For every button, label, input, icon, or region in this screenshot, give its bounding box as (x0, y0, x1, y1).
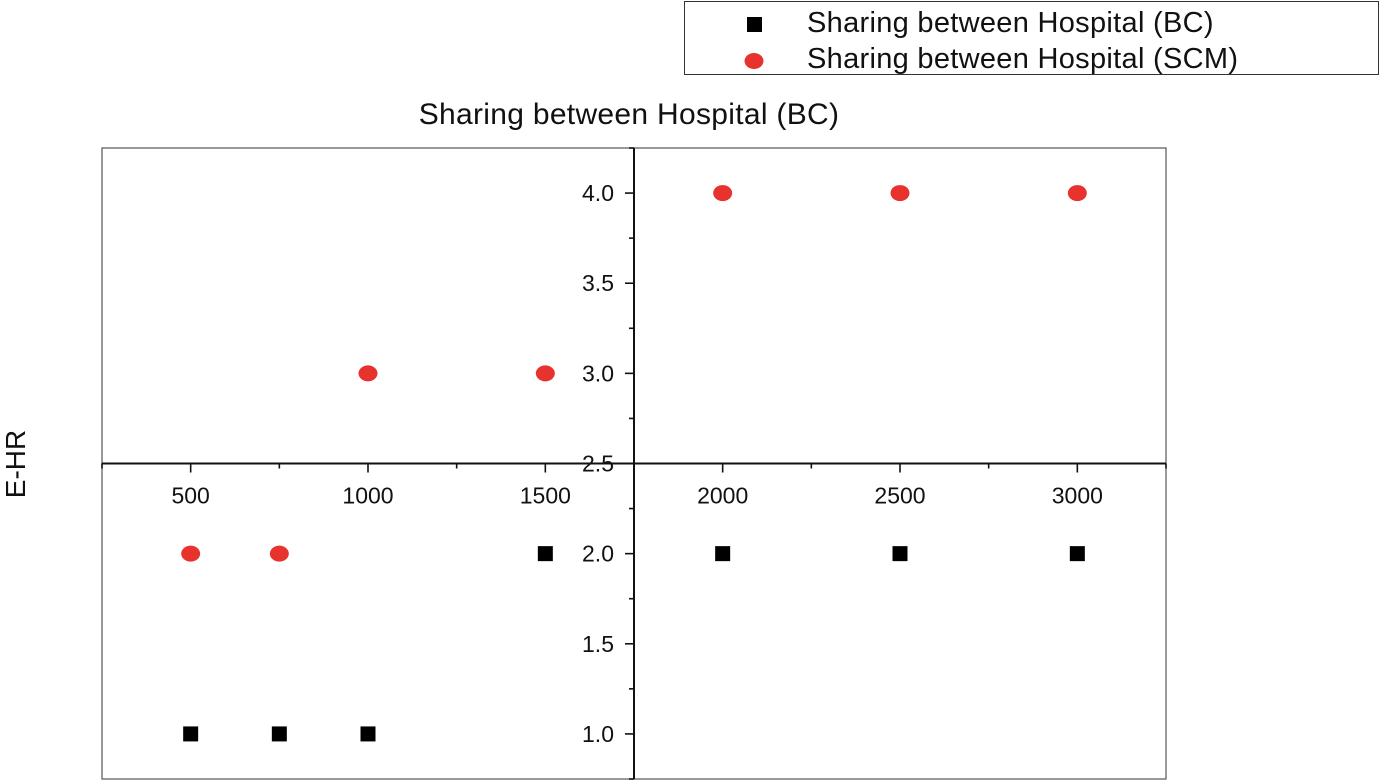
y-tick-label: 4.0 (582, 180, 614, 206)
data-points (181, 185, 1087, 742)
y-tick-label: 3.0 (582, 360, 614, 386)
chart-title: Sharing between Hospital (BC) (418, 98, 840, 131)
x-tick-label: 2500 (874, 483, 925, 509)
scm-circle-point (181, 545, 201, 562)
scm-circle-point (1067, 185, 1087, 202)
bc-square-point (183, 726, 199, 742)
scm-circle-point (358, 365, 378, 382)
scm-circle-point (535, 365, 555, 382)
legend-item-scm: Sharing between Hospital (SCM) (685, 41, 1378, 77)
y-axis-label: E-HR (0, 429, 31, 499)
plot-frame (101, 147, 1167, 780)
legend-label-bc: Sharing between Hospital (BC) (807, 7, 1214, 39)
x-tick-label: 2000 (697, 483, 748, 509)
y-tick-label: 2.5 (582, 451, 614, 477)
legend-circle-marker (744, 53, 764, 69)
y-tick-label: 2.0 (582, 541, 614, 567)
legend-item-bc: Sharing between Hospital (BC) (685, 5, 1378, 41)
x-tick-label: 1000 (342, 483, 393, 509)
legend-label-scm: Sharing between Hospital (SCM) (807, 43, 1239, 75)
bc-square-point (537, 546, 553, 562)
bc-square-point (360, 726, 376, 742)
bc-square-point (1069, 546, 1085, 562)
legend: Sharing between Hospital (BC) Sharing be… (684, 1, 1379, 75)
bc-square-point (892, 546, 908, 562)
axes: 500 1000 1500 2000 2500 3000 1.0 1.5 2.0 2.5 3.0 3.… (101, 147, 1167, 780)
y-tick-label: 1.5 (582, 631, 614, 657)
scm-circle-point (713, 185, 733, 202)
y-tick-label: 1.0 (582, 721, 614, 747)
bc-square-point (271, 726, 287, 742)
scm-circle-point (269, 545, 289, 562)
scm-circle-point (890, 185, 910, 202)
x-tick-label: 500 (171, 483, 209, 509)
x-tick-label: 3000 (1052, 483, 1103, 509)
bc-square-point (715, 546, 731, 562)
y-tick-label: 3.5 (582, 270, 614, 296)
x-tick-label: 1500 (520, 483, 571, 509)
legend-square-marker (747, 17, 762, 32)
